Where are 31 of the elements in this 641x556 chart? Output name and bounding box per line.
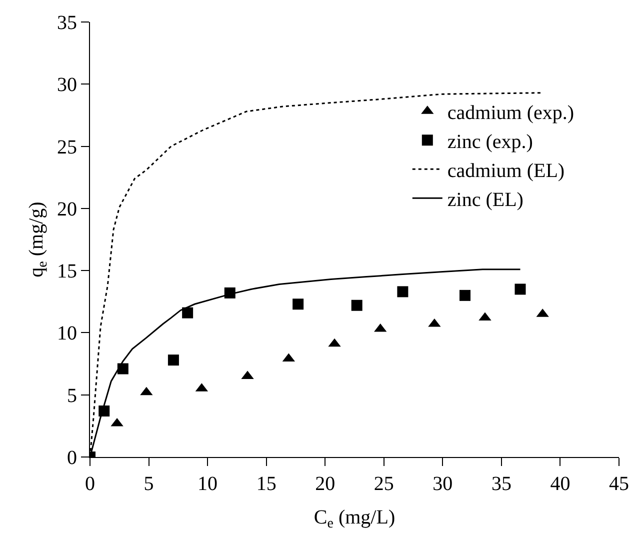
x-tick-label: 35 — [491, 473, 512, 495]
x-tick-label: 45 — [609, 473, 629, 495]
legend-label: zinc (exp.) — [447, 130, 533, 153]
y-tick-label: 15 — [57, 260, 77, 283]
point — [460, 290, 470, 301]
point — [397, 286, 408, 298]
point — [292, 298, 304, 310]
y-tick-label: 25 — [57, 136, 77, 158]
legend-label: cadmium (EL) — [447, 160, 565, 182]
point — [182, 307, 194, 318]
legend-label: zinc (EL) — [447, 188, 524, 211]
y-tick-label: 0 — [67, 447, 77, 469]
y-tick-label: 5 — [67, 384, 77, 407]
x-tick-label: 5 — [144, 473, 154, 495]
x-tick-label: 40 — [550, 473, 570, 495]
y-tick-label: 30 — [57, 74, 77, 96]
x-axis-title: C$_{e}$ (mg/L) — [314, 506, 396, 532]
point — [351, 300, 362, 311]
point — [168, 354, 179, 366]
point — [117, 363, 128, 374]
y-tick-label: 10 — [57, 322, 77, 345]
x-tick-label: 10 — [198, 473, 218, 495]
y-tick-label: 35 — [57, 12, 77, 34]
point — [514, 284, 526, 295]
x-tick-label: 15 — [256, 473, 276, 495]
x-tick-label: 0 — [85, 473, 95, 495]
x-tick-label: 20 — [315, 473, 336, 495]
y-tick-label: 20 — [57, 198, 77, 220]
x-tick-label: 30 — [432, 473, 453, 495]
legend-label: cadmium (exp.) — [447, 102, 574, 124]
x-tick-label: 25 — [374, 473, 394, 495]
